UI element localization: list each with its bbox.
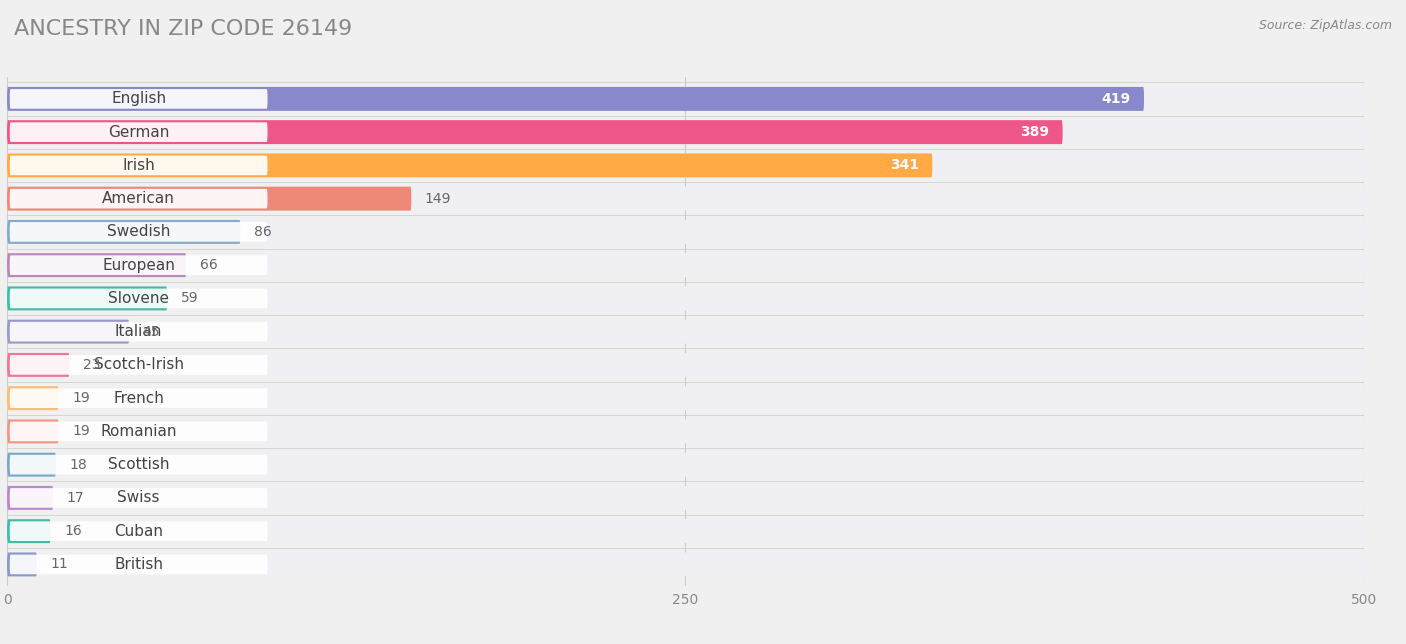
FancyBboxPatch shape: [7, 553, 37, 576]
Text: French: French: [114, 391, 165, 406]
Text: 18: 18: [69, 458, 87, 471]
FancyBboxPatch shape: [7, 153, 932, 177]
FancyBboxPatch shape: [10, 388, 267, 408]
Text: ANCESTRY IN ZIP CODE 26149: ANCESTRY IN ZIP CODE 26149: [14, 19, 353, 39]
FancyBboxPatch shape: [7, 287, 1364, 310]
FancyBboxPatch shape: [7, 453, 1364, 477]
Text: 66: 66: [200, 258, 218, 272]
FancyBboxPatch shape: [7, 319, 129, 344]
FancyBboxPatch shape: [7, 553, 1364, 576]
Text: Romanian: Romanian: [100, 424, 177, 439]
FancyBboxPatch shape: [7, 87, 1144, 111]
Text: German: German: [108, 125, 169, 140]
Text: English: English: [111, 91, 166, 106]
FancyBboxPatch shape: [10, 322, 267, 341]
FancyBboxPatch shape: [10, 554, 267, 574]
FancyBboxPatch shape: [10, 289, 267, 308]
Text: Italian: Italian: [115, 324, 162, 339]
FancyBboxPatch shape: [10, 488, 267, 507]
Text: Scotch-Irish: Scotch-Irish: [94, 357, 184, 372]
Text: 17: 17: [66, 491, 84, 505]
Text: 419: 419: [1101, 92, 1130, 106]
FancyBboxPatch shape: [10, 156, 267, 175]
FancyBboxPatch shape: [7, 486, 53, 510]
FancyBboxPatch shape: [7, 253, 1364, 277]
FancyBboxPatch shape: [7, 419, 1364, 443]
FancyBboxPatch shape: [7, 419, 59, 443]
FancyBboxPatch shape: [7, 386, 1364, 410]
FancyBboxPatch shape: [7, 519, 1364, 543]
FancyBboxPatch shape: [7, 153, 1364, 177]
FancyBboxPatch shape: [7, 187, 412, 211]
Text: American: American: [103, 191, 176, 206]
FancyBboxPatch shape: [10, 455, 267, 475]
FancyBboxPatch shape: [10, 122, 267, 142]
FancyBboxPatch shape: [7, 187, 1364, 211]
Text: 149: 149: [425, 192, 451, 205]
Text: Source: ZipAtlas.com: Source: ZipAtlas.com: [1258, 19, 1392, 32]
FancyBboxPatch shape: [7, 386, 59, 410]
Text: 23: 23: [83, 358, 100, 372]
FancyBboxPatch shape: [10, 522, 267, 541]
FancyBboxPatch shape: [7, 220, 1364, 244]
Text: 19: 19: [72, 424, 90, 439]
FancyBboxPatch shape: [7, 120, 1364, 144]
Text: Scottish: Scottish: [108, 457, 169, 472]
Text: 45: 45: [143, 325, 160, 339]
FancyBboxPatch shape: [7, 253, 186, 277]
FancyBboxPatch shape: [7, 453, 56, 477]
Text: European: European: [103, 258, 176, 272]
Text: 59: 59: [181, 291, 198, 305]
FancyBboxPatch shape: [7, 120, 1063, 144]
FancyBboxPatch shape: [7, 220, 240, 244]
Text: 86: 86: [254, 225, 271, 239]
FancyBboxPatch shape: [7, 287, 167, 310]
FancyBboxPatch shape: [10, 255, 267, 275]
Text: Swiss: Swiss: [117, 491, 160, 506]
Text: 11: 11: [51, 558, 69, 571]
Text: 389: 389: [1019, 125, 1049, 139]
FancyBboxPatch shape: [10, 89, 267, 109]
FancyBboxPatch shape: [7, 486, 1364, 510]
FancyBboxPatch shape: [10, 422, 267, 441]
FancyBboxPatch shape: [7, 319, 1364, 344]
FancyBboxPatch shape: [10, 189, 267, 209]
FancyBboxPatch shape: [7, 87, 1364, 111]
Text: Cuban: Cuban: [114, 524, 163, 538]
Text: Slovene: Slovene: [108, 291, 169, 306]
FancyBboxPatch shape: [10, 222, 267, 242]
Text: British: British: [114, 557, 163, 572]
Text: 341: 341: [890, 158, 918, 173]
Text: 19: 19: [72, 391, 90, 405]
FancyBboxPatch shape: [7, 353, 69, 377]
Text: Irish: Irish: [122, 158, 155, 173]
FancyBboxPatch shape: [7, 519, 51, 543]
FancyBboxPatch shape: [10, 355, 267, 375]
FancyBboxPatch shape: [7, 353, 1364, 377]
Text: Swedish: Swedish: [107, 224, 170, 240]
Text: 16: 16: [65, 524, 82, 538]
